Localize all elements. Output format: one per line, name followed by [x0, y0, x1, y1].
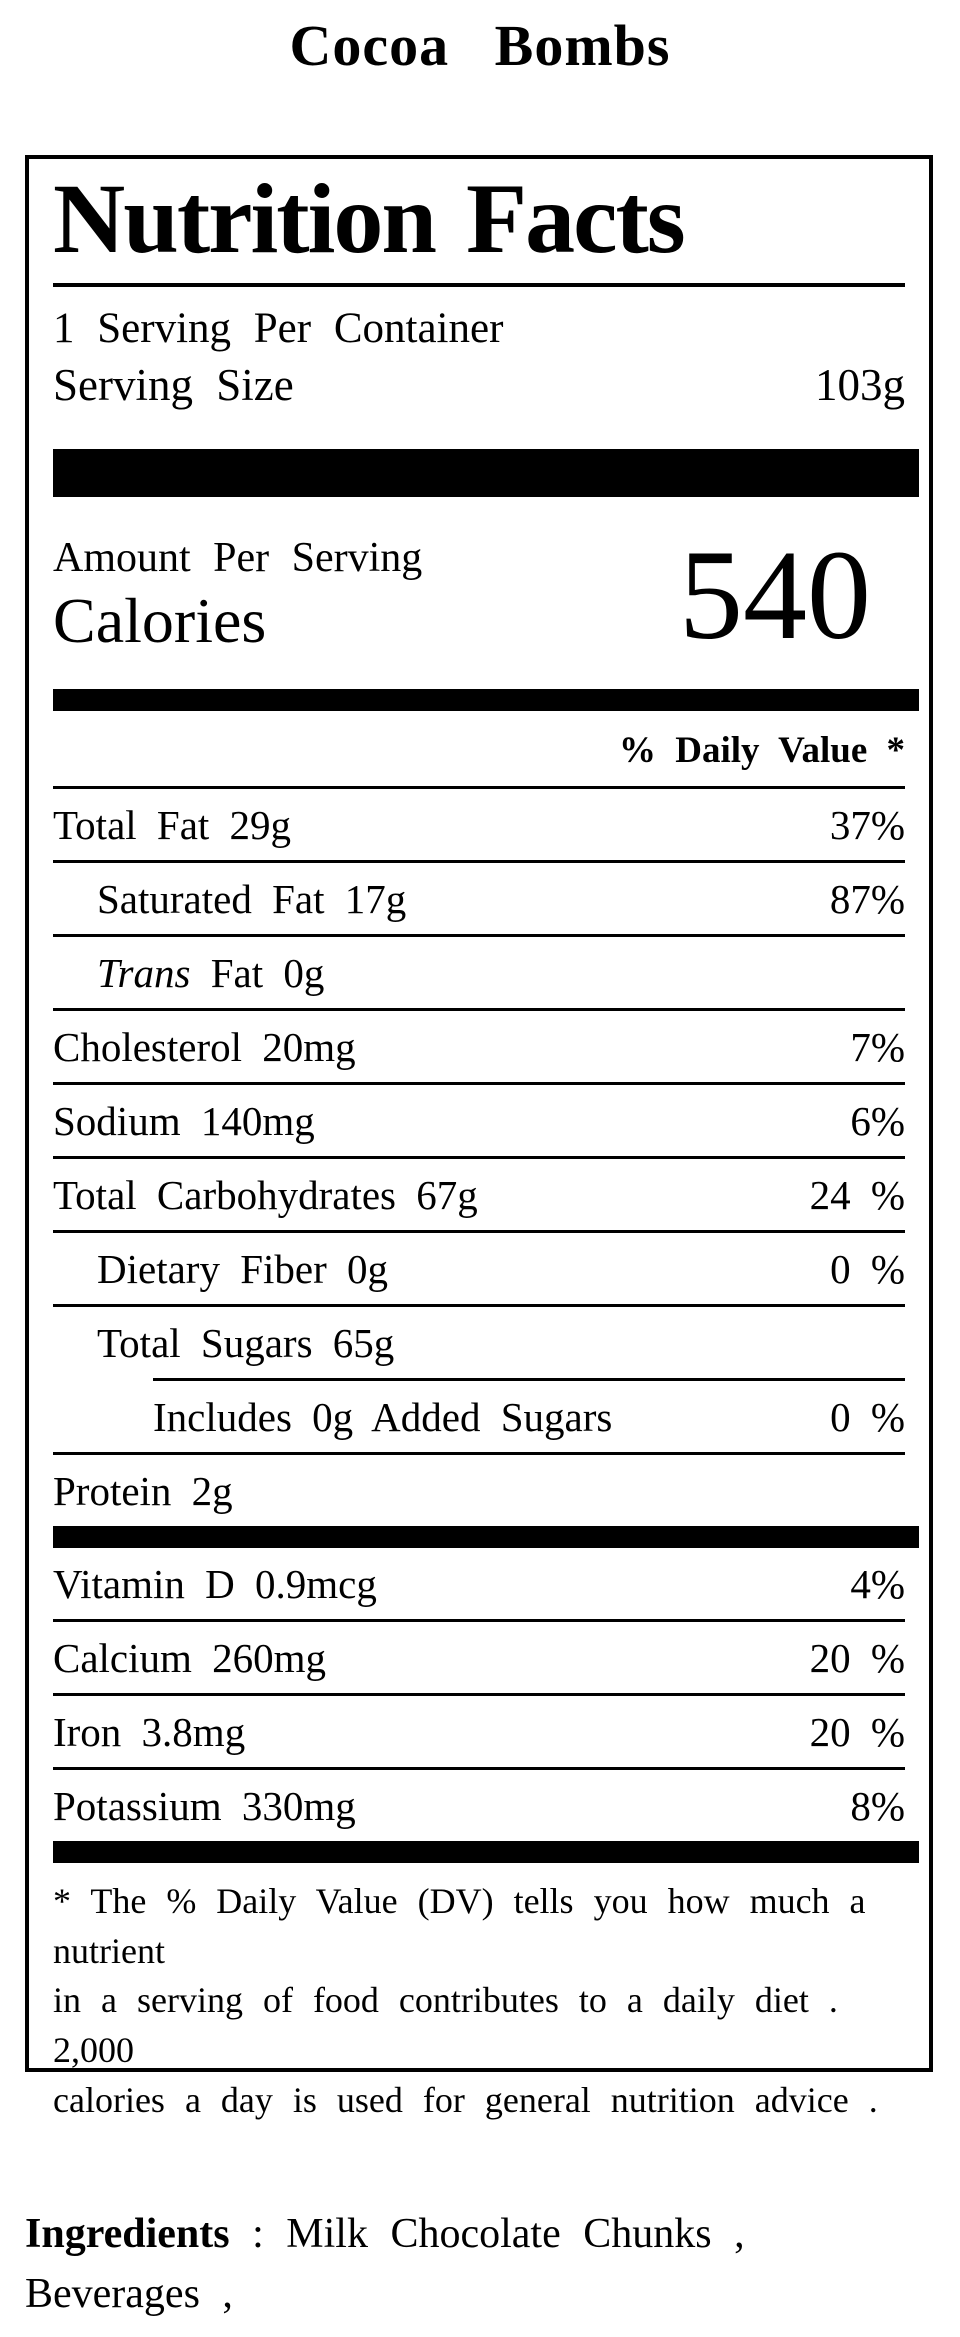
footnote-line: in a serving of food contributes to a da…: [53, 1980, 838, 2071]
vitamin-percent: 20 %: [809, 1708, 905, 1755]
serving-size-row: Serving Size 103g: [53, 357, 905, 413]
nutrient-name: Protein 2g: [53, 1467, 233, 1514]
serving-size-value: 103g: [815, 359, 905, 410]
nutrient-name: Includes 0g Added Sugars: [153, 1393, 613, 1440]
nutrient-percent: 0 %: [830, 1245, 905, 1292]
product-title: Cocoa Bombs: [289, 13, 671, 78]
nutrient-row-total-carbohydrates: Total Carbohydrates 67g 24 %: [53, 1159, 905, 1234]
nutrient-row-protein: Protein 2g: [53, 1455, 905, 1526]
nutrient-percent: 24 %: [809, 1171, 905, 1218]
trans-rest: Fat 0g: [190, 949, 325, 996]
nutrient-row-total-fat: Total Fat 29g 37%: [53, 789, 905, 864]
vitamin-name: Potassium 330mg: [53, 1782, 356, 1829]
servings-per-container: 1 Serving Per Container: [53, 305, 504, 352]
indented-divider: [153, 1378, 905, 1382]
nutrient-percent: 6%: [850, 1097, 905, 1144]
nutrient-row-cholesterol: Cholesterol 20mg 7%: [53, 1011, 905, 1086]
calories-left: Amount Per Serving Calories: [53, 533, 422, 657]
ingredients-lines: Ingredients : Milk Chocolate Chunks , Be…: [25, 2205, 933, 2337]
nutrient-name: Dietary Fiber 0g: [97, 1245, 388, 1292]
nutrient-name: Sodium 140mg: [53, 1097, 315, 1144]
nutrient-percent: 7%: [850, 1023, 905, 1070]
medium-separator-bar: [53, 1526, 919, 1549]
divider: [53, 283, 905, 287]
nutrient-name: Trans Fat 0g: [53, 949, 324, 997]
nutrient-row-dietary-fiber: Dietary Fiber 0g 0 %: [53, 1233, 905, 1308]
thick-separator-bar: [53, 449, 919, 498]
nutrient-percent: 87%: [829, 875, 905, 922]
ingredients-line2: rich chocolate , powder , Cocoa Butter: [25, 2331, 745, 2337]
vitamin-row-iron: Iron 3.8mg 20 %: [53, 1696, 905, 1771]
nutrient-row-trans-fat: Trans Fat 0g: [53, 937, 905, 1012]
serving-size-label: Serving Size: [53, 359, 294, 410]
vitamin-percent: 8%: [850, 1782, 905, 1829]
calories-label: Calories: [53, 584, 267, 656]
ingredients-section: Ingredients : Milk Chocolate Chunks , Be…: [25, 2086, 933, 2337]
nutrition-facts-heading: Nutrition Facts: [53, 163, 686, 274]
nutrient-percent: 0 %: [830, 1393, 905, 1440]
vitamin-percent: 4%: [850, 1560, 905, 1607]
ingredients-label: Ingredients: [25, 2211, 230, 2258]
nutrient-row-added-sugars: Includes 0g Added Sugars 0 %: [53, 1381, 905, 1456]
footnote-line: calories a day is used for general nutri…: [53, 2079, 878, 2120]
daily-value-footnote: * The % Daily Value (DV) tells you how m…: [53, 1877, 905, 2125]
trans-italic: Trans: [97, 949, 191, 996]
nutrient-row-saturated-fat: Saturated Fat 17g 87%: [53, 863, 905, 938]
vitamin-name: Calcium 260mg: [53, 1634, 327, 1681]
nutrient-name: Total Fat 29g: [53, 801, 292, 848]
ingredients-separator: :: [229, 2211, 287, 2258]
vitamin-row-potassium: Potassium 330mg 8%: [53, 1770, 905, 1841]
nutrient-row-sodium: Sodium 140mg 6%: [53, 1085, 905, 1160]
vitamin-name: Vitamin D 0.9mcg: [53, 1560, 377, 1607]
nutrient-percent: 37%: [829, 801, 905, 848]
vitamin-name: Iron 3.8mg: [53, 1708, 246, 1755]
nutrient-name: Total Carbohydrates 67g: [53, 1171, 478, 1218]
daily-value-header: % Daily Value *: [619, 730, 905, 772]
amount-per-serving-label: Amount Per Serving: [53, 535, 423, 582]
medium-separator-bar: [53, 689, 919, 712]
nutrient-name: Total Sugars 65g: [97, 1319, 395, 1366]
nutrient-row-total-sugars: Total Sugars 65g: [53, 1307, 905, 1378]
nutrition-facts-panel: Nutrition Facts 1 Serving Per Container …: [25, 155, 933, 2120]
nutrient-name: Saturated Fat 17g: [97, 875, 407, 922]
vitamin-row-vitamin-d: Vitamin D 0.9mcg 4%: [53, 1548, 905, 1623]
calories-section: Amount Per Serving Calories 540: [53, 519, 905, 671]
divider: [53, 786, 905, 790]
medium-separator-bar: [53, 1841, 919, 1864]
ingredients-line1: Milk Chocolate Chunks , Beverages ,: [25, 2211, 768, 2317]
calories-value: 540: [679, 524, 871, 667]
nutrient-name: Cholesterol 20mg: [53, 1023, 356, 1070]
vitamin-row-calcium: Calcium 260mg 20 %: [53, 1622, 905, 1697]
vitamin-percent: 20 %: [809, 1634, 905, 1681]
footnote-line: * The % Daily Value (DV) tells you how m…: [53, 1881, 866, 1971]
